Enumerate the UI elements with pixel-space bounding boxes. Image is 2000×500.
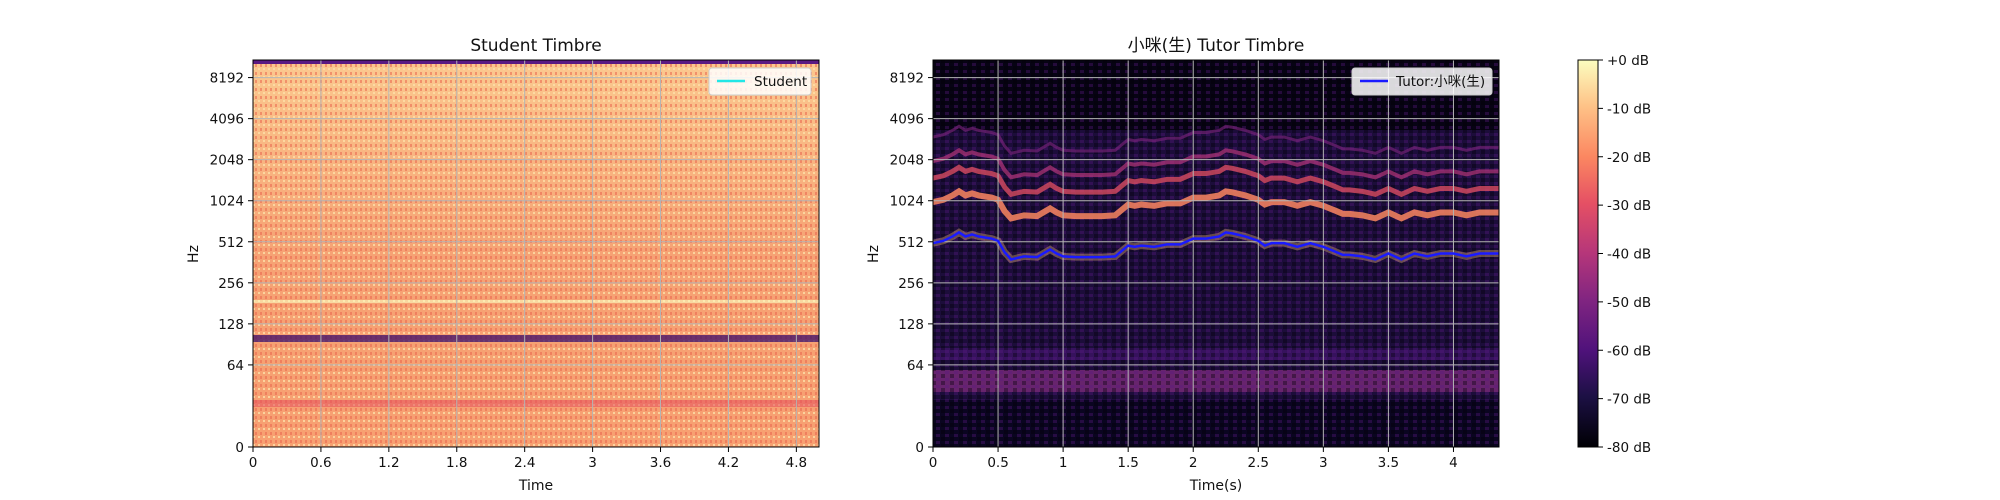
student-x-tick-label: 4.2 [718,455,739,471]
student-y-tick-label: 8192 [210,71,244,87]
student-y-tick-label: 1024 [210,194,244,210]
colorbar-tick-label: +0 dB [1607,53,1649,69]
colorbar-tick-label: -10 dB [1607,101,1651,117]
student-y-tick-label: 4096 [210,112,244,128]
tutor-x-tick-label: 1 [1059,455,1068,471]
student-x-tick-label: 1.2 [378,455,399,471]
tutor-x-tick-label: 4 [1449,455,1458,471]
student-y-tick-label: 256 [218,276,244,292]
colorbar-gradient [1577,59,1599,448]
tutor-y-tick-label: 4096 [890,112,924,128]
tutor-panel: 小咪(生) Tutor Timbre 0 0.5 1 1.5 2 2.5 3 3.5 4 0 64… [866,36,1500,494]
tutor-axes-frame [932,59,1500,448]
tutor-y-axis: 0 64 128 256 512 1024 2048 4096 8192 [890,71,933,456]
student-y-tick-label: 2048 [210,153,244,169]
student-legend: Student [708,67,812,96]
student-x-tick-label: 0 [249,455,258,471]
student-spectrogram [253,60,819,447]
student-y-label: Hz [186,245,202,263]
student-y-tick-label: 0 [235,440,244,456]
colorbar-ticks: +0 dB -10 dB -20 dB -30 dB -40 dB -50 dB -60 d… [1598,53,1651,456]
colorbar-tick-label: -80 dB [1607,440,1651,456]
colorbar-tick-label: -30 dB [1607,198,1651,214]
tutor-spectrogram [933,60,1499,447]
student-grid [253,60,819,447]
student-y-tick-label: 128 [218,317,244,333]
tutor-x-axis: 0 0.5 1 1.5 2 2.5 3 3.5 4 [929,447,1458,471]
tutor-x-tick-label: 3 [1319,455,1328,471]
tutor-x-tick-label: 0.5 [987,455,1008,471]
tutor-legend: Tutor:小咪(生) [1351,67,1493,96]
colorbar: +0 dB -10 dB -20 dB -30 dB -40 dB -50 dB -60 d… [1577,53,1651,456]
student-y-axis: 0 64 128 256 512 1024 2048 4096 8192 [210,71,253,456]
tutor-y-tick-label: 256 [898,276,924,292]
tutor-y-tick-label: 512 [898,235,924,251]
colorbar-tick-label: -20 dB [1607,150,1651,166]
student-x-label: Time [518,478,553,494]
student-legend-label: Student [754,74,807,90]
tutor-x-tick-label: 2 [1189,455,1198,471]
tutor-y-tick-label: 1024 [890,194,924,210]
student-x-tick-label: 1.8 [446,455,467,471]
colorbar-tick-label: -60 dB [1607,343,1651,359]
tutor-chart-title: 小咪(生) Tutor Timbre [1128,36,1305,56]
colorbar-tick-label: -40 dB [1607,247,1651,263]
tutor-y-tick-label: 8192 [890,71,924,87]
tutor-x-label: Time(s) [1189,478,1242,494]
student-axes-frame [252,59,820,448]
student-x-axis: 0 0.6 1.2 1.8 2.4 3 3.6 4.2 4.8 [249,447,807,471]
tutor-x-tick-label: 3.5 [1378,455,1399,471]
tutor-y-tick-label: 128 [898,317,924,333]
student-y-tick-label: 512 [218,235,244,251]
colorbar-tick-label: -50 dB [1607,295,1651,311]
tutor-x-tick-label: 0 [929,455,938,471]
colorbar-tick-label: -70 dB [1607,392,1651,408]
tutor-legend-label: Tutor:小咪(生) [1395,74,1485,90]
tutor-y-tick-label: 0 [915,440,924,456]
student-chart-title: Student Timbre [470,36,601,56]
student-y-tick-label: 64 [227,358,244,374]
tutor-y-tick-label: 2048 [890,153,924,169]
student-x-tick-label: 0.6 [310,455,331,471]
student-x-tick-label: 4.8 [786,455,807,471]
tutor-y-tick-label: 64 [907,358,924,374]
student-panel: Student Timbre 0 0.6 1.2 1.8 2.4 3 3.6 4.2 4.8 0… [186,36,820,494]
tutor-y-label: Hz [866,245,882,263]
tutor-x-tick-label: 1.5 [1117,455,1138,471]
student-x-tick-label: 3.6 [650,455,671,471]
student-x-tick-label: 3 [588,455,597,471]
tutor-pitch-line [933,230,1499,261]
tutor-x-tick-label: 2.5 [1248,455,1269,471]
student-x-tick-label: 2.4 [514,455,535,471]
